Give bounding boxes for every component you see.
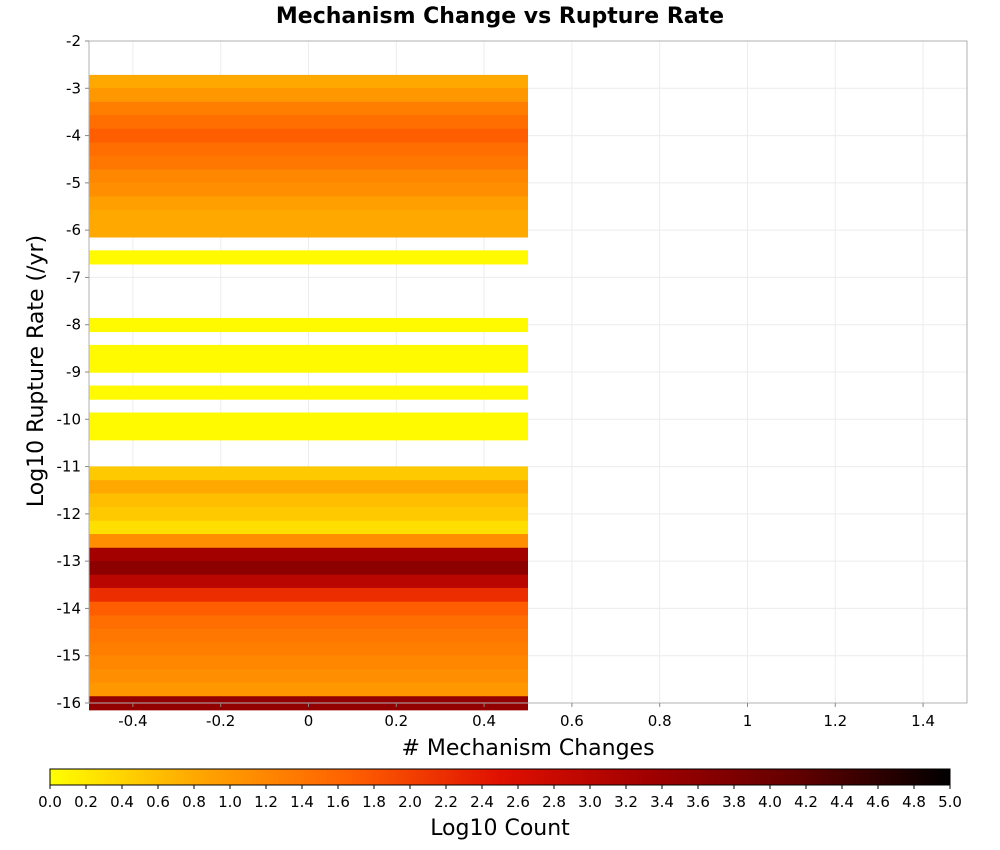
heatmap-cell — [89, 561, 528, 576]
heatmap-cell — [89, 182, 528, 197]
colorbar-tick-label: 0.8 — [182, 793, 206, 811]
colorbar-tick-label: 5.0 — [938, 793, 962, 811]
colorbar-tick-label: 2.2 — [434, 793, 458, 811]
colorbar-tick-label: 0.6 — [146, 793, 170, 811]
y-tick-label: -8 — [66, 316, 81, 334]
colorbar — [49, 768, 951, 786]
heatmap-cell — [89, 196, 528, 211]
colorbar-tick-label: 3.4 — [650, 793, 674, 811]
heatmap-cell — [89, 574, 528, 589]
x-tick-label: -0.2 — [206, 712, 235, 730]
heatmap-cell — [89, 615, 528, 630]
heatmap-cell — [89, 169, 528, 184]
y-tick-label: -13 — [57, 552, 82, 570]
colorbar-tick-label: 1.6 — [326, 793, 350, 811]
heatmap-cell — [89, 209, 528, 224]
y-tick-label: -12 — [57, 505, 82, 523]
y-tick-label: -3 — [66, 79, 81, 97]
y-tick-label: -15 — [57, 647, 82, 665]
heatmap-cell — [89, 250, 528, 265]
x-tick-label: 0.6 — [560, 712, 584, 730]
colorbar-tick-label: 3.8 — [722, 793, 746, 811]
heatmap-cell — [89, 642, 528, 657]
colorbar-label: Log10 Count — [430, 816, 570, 841]
heatmap-cell — [89, 682, 528, 697]
heatmap-cell — [89, 480, 528, 495]
colorbar-tick-label: 4.4 — [830, 793, 854, 811]
colorbar-tick-label: 2.4 — [470, 793, 494, 811]
y-tick-label: -16 — [57, 694, 82, 712]
x-axis-label: # Mechanism Changes — [401, 736, 654, 761]
heatmap-cell — [89, 547, 528, 562]
heatmap-cell — [89, 101, 528, 116]
heatmap-cell — [89, 520, 528, 535]
heatmap-cell — [89, 534, 528, 549]
x-tick-label: 1.2 — [823, 712, 847, 730]
colorbar-tick-label: 4.6 — [866, 793, 890, 811]
chart-title: Mechanism Change vs Rupture Rate — [276, 4, 724, 29]
heatmap-cell — [89, 601, 528, 616]
colorbar-tick-label: 2.6 — [506, 793, 530, 811]
heatmap-cell — [89, 466, 528, 481]
heatmap-cell — [89, 223, 528, 238]
colorbar-tick-label: 1.8 — [362, 793, 386, 811]
heatmap-cell — [89, 412, 528, 427]
heatmap-cell — [89, 493, 528, 508]
heatmap-cell — [89, 128, 528, 143]
y-tick-label: -5 — [66, 174, 81, 192]
heatmap-cell — [89, 142, 528, 157]
colorbar-tick-label: 3.0 — [578, 793, 602, 811]
heatmap-cell — [89, 669, 528, 684]
x-tick-label: 0.2 — [384, 712, 408, 730]
y-tick-label: -14 — [57, 599, 82, 617]
y-tick-label: -10 — [57, 410, 82, 428]
colorbar-tick-label: 0.2 — [74, 793, 98, 811]
colorbar-tick-label: 0.4 — [110, 793, 134, 811]
colorbar-tick-label: 2.0 — [398, 793, 422, 811]
heatmap-cell — [89, 507, 528, 522]
heatmap-cell — [89, 655, 528, 670]
colorbar-tick-label: 4.0 — [758, 793, 782, 811]
colorbar-tick-label: 4.8 — [902, 793, 926, 811]
colorbar-tick-label: 1.4 — [290, 793, 314, 811]
y-tick-label: -4 — [66, 127, 81, 145]
colorbar-tick-label: 3.6 — [686, 793, 710, 811]
x-tick-label: 0 — [304, 712, 314, 730]
heatmap-cell — [89, 74, 528, 90]
colorbar-tick-label: 3.2 — [614, 793, 638, 811]
colorbar-tick-label: 4.2 — [794, 793, 818, 811]
heatmap-cell — [89, 344, 528, 360]
heatmap-cell — [89, 426, 528, 441]
colorbar-ticks: 0.0 0.2 0.4 0.6 0.8 1.0 1.2 1.4 1.6 1.8 2.0 2.2 2.4 2… — [38, 785, 962, 811]
y-axis-label: Log10 Rupture Rate (/yr) — [24, 235, 49, 507]
colorbar-tick-label: 2.8 — [542, 793, 566, 811]
x-axis-ticks: -0.4 -0.2 0 0.2 0.4 0.6 0.8 1 1.2 1.4 — [118, 703, 935, 730]
y-tick-label: -9 — [66, 363, 81, 381]
y-axis-ticks: -2 -3 -4 -5 -6 -7 -8 -9 -10 -11 -12 -13 -14 -15 -16 — [57, 32, 89, 712]
heatmap-cell — [89, 587, 528, 603]
colorbar-tick-label: 0.0 — [38, 793, 62, 811]
heatmap-cells — [89, 74, 528, 711]
heatmap-cell — [89, 385, 528, 400]
heatmap-cell — [89, 317, 528, 333]
x-tick-label: 1 — [743, 712, 753, 730]
heatmap-cell — [89, 88, 528, 103]
heatmap-cell — [89, 628, 528, 643]
x-tick-label: 0.8 — [648, 712, 672, 730]
y-tick-label: -7 — [66, 268, 81, 286]
heatmap-cell — [89, 155, 528, 170]
colorbar-tick-label: 1.2 — [254, 793, 278, 811]
heatmap-cell — [89, 358, 528, 373]
x-tick-label: 0.4 — [472, 712, 496, 730]
heatmap-cell — [89, 115, 528, 130]
x-tick-label: -0.4 — [118, 712, 147, 730]
y-tick-label: -11 — [57, 458, 82, 476]
y-tick-label: -2 — [66, 32, 81, 50]
y-tick-label: -6 — [66, 221, 81, 239]
colorbar-tick-label: 1.0 — [218, 793, 242, 811]
x-tick-label: 1.4 — [911, 712, 935, 730]
